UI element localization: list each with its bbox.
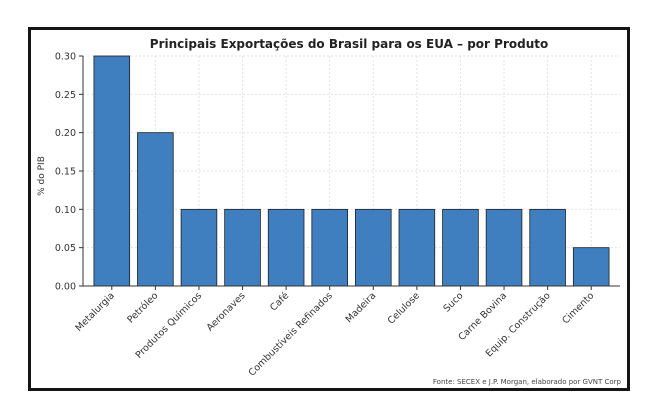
- x-tick-label: Café: [268, 290, 291, 313]
- x-tick-label: Metalurgia: [73, 290, 116, 333]
- y-tick-label: 0.25: [55, 90, 76, 101]
- y-tick-label: 0.05: [55, 243, 76, 254]
- chart-title: Principais Exportações do Brasil para os…: [150, 37, 548, 51]
- x-tick-label: Celulose: [386, 290, 422, 326]
- bar: [572, 247, 610, 287]
- x-tick-label: Suco: [441, 290, 465, 314]
- bar: [485, 208, 523, 287]
- bar: [224, 208, 261, 287]
- bar: [180, 208, 218, 287]
- y-tick-label: 0.15: [55, 167, 76, 178]
- bar: [442, 208, 479, 287]
- x-tick-label: Cimento: [560, 290, 596, 326]
- source-note: Fonte: SECEX e J.P. Morgan, elaborado po…: [433, 378, 622, 386]
- bar: [93, 55, 131, 287]
- axes: [79, 55, 620, 290]
- bar: [137, 132, 174, 287]
- bar: [529, 208, 566, 287]
- y-tick-label: 0.00: [55, 282, 76, 293]
- y-tick-label: 0.20: [55, 128, 76, 139]
- bar: [311, 208, 348, 287]
- x-tick-label: Aeronaves: [205, 290, 248, 333]
- y-tick-label: 0.10: [55, 205, 76, 216]
- y-axis-label: % do PIB: [37, 156, 47, 196]
- x-tick-label: Madeira: [344, 290, 379, 325]
- y-tick-label: 0.30: [55, 52, 76, 63]
- bar: [267, 208, 305, 287]
- bars: [93, 55, 610, 287]
- y-tick-labels: 0.00 0.05 0.10 0.15 0.20 0.25 0.30: [55, 52, 76, 293]
- bar: [355, 208, 392, 287]
- x-tick-label: Petróleo: [125, 290, 160, 325]
- bar: [398, 208, 436, 287]
- x-tick-label: Combustíveis Refinados: [247, 290, 335, 378]
